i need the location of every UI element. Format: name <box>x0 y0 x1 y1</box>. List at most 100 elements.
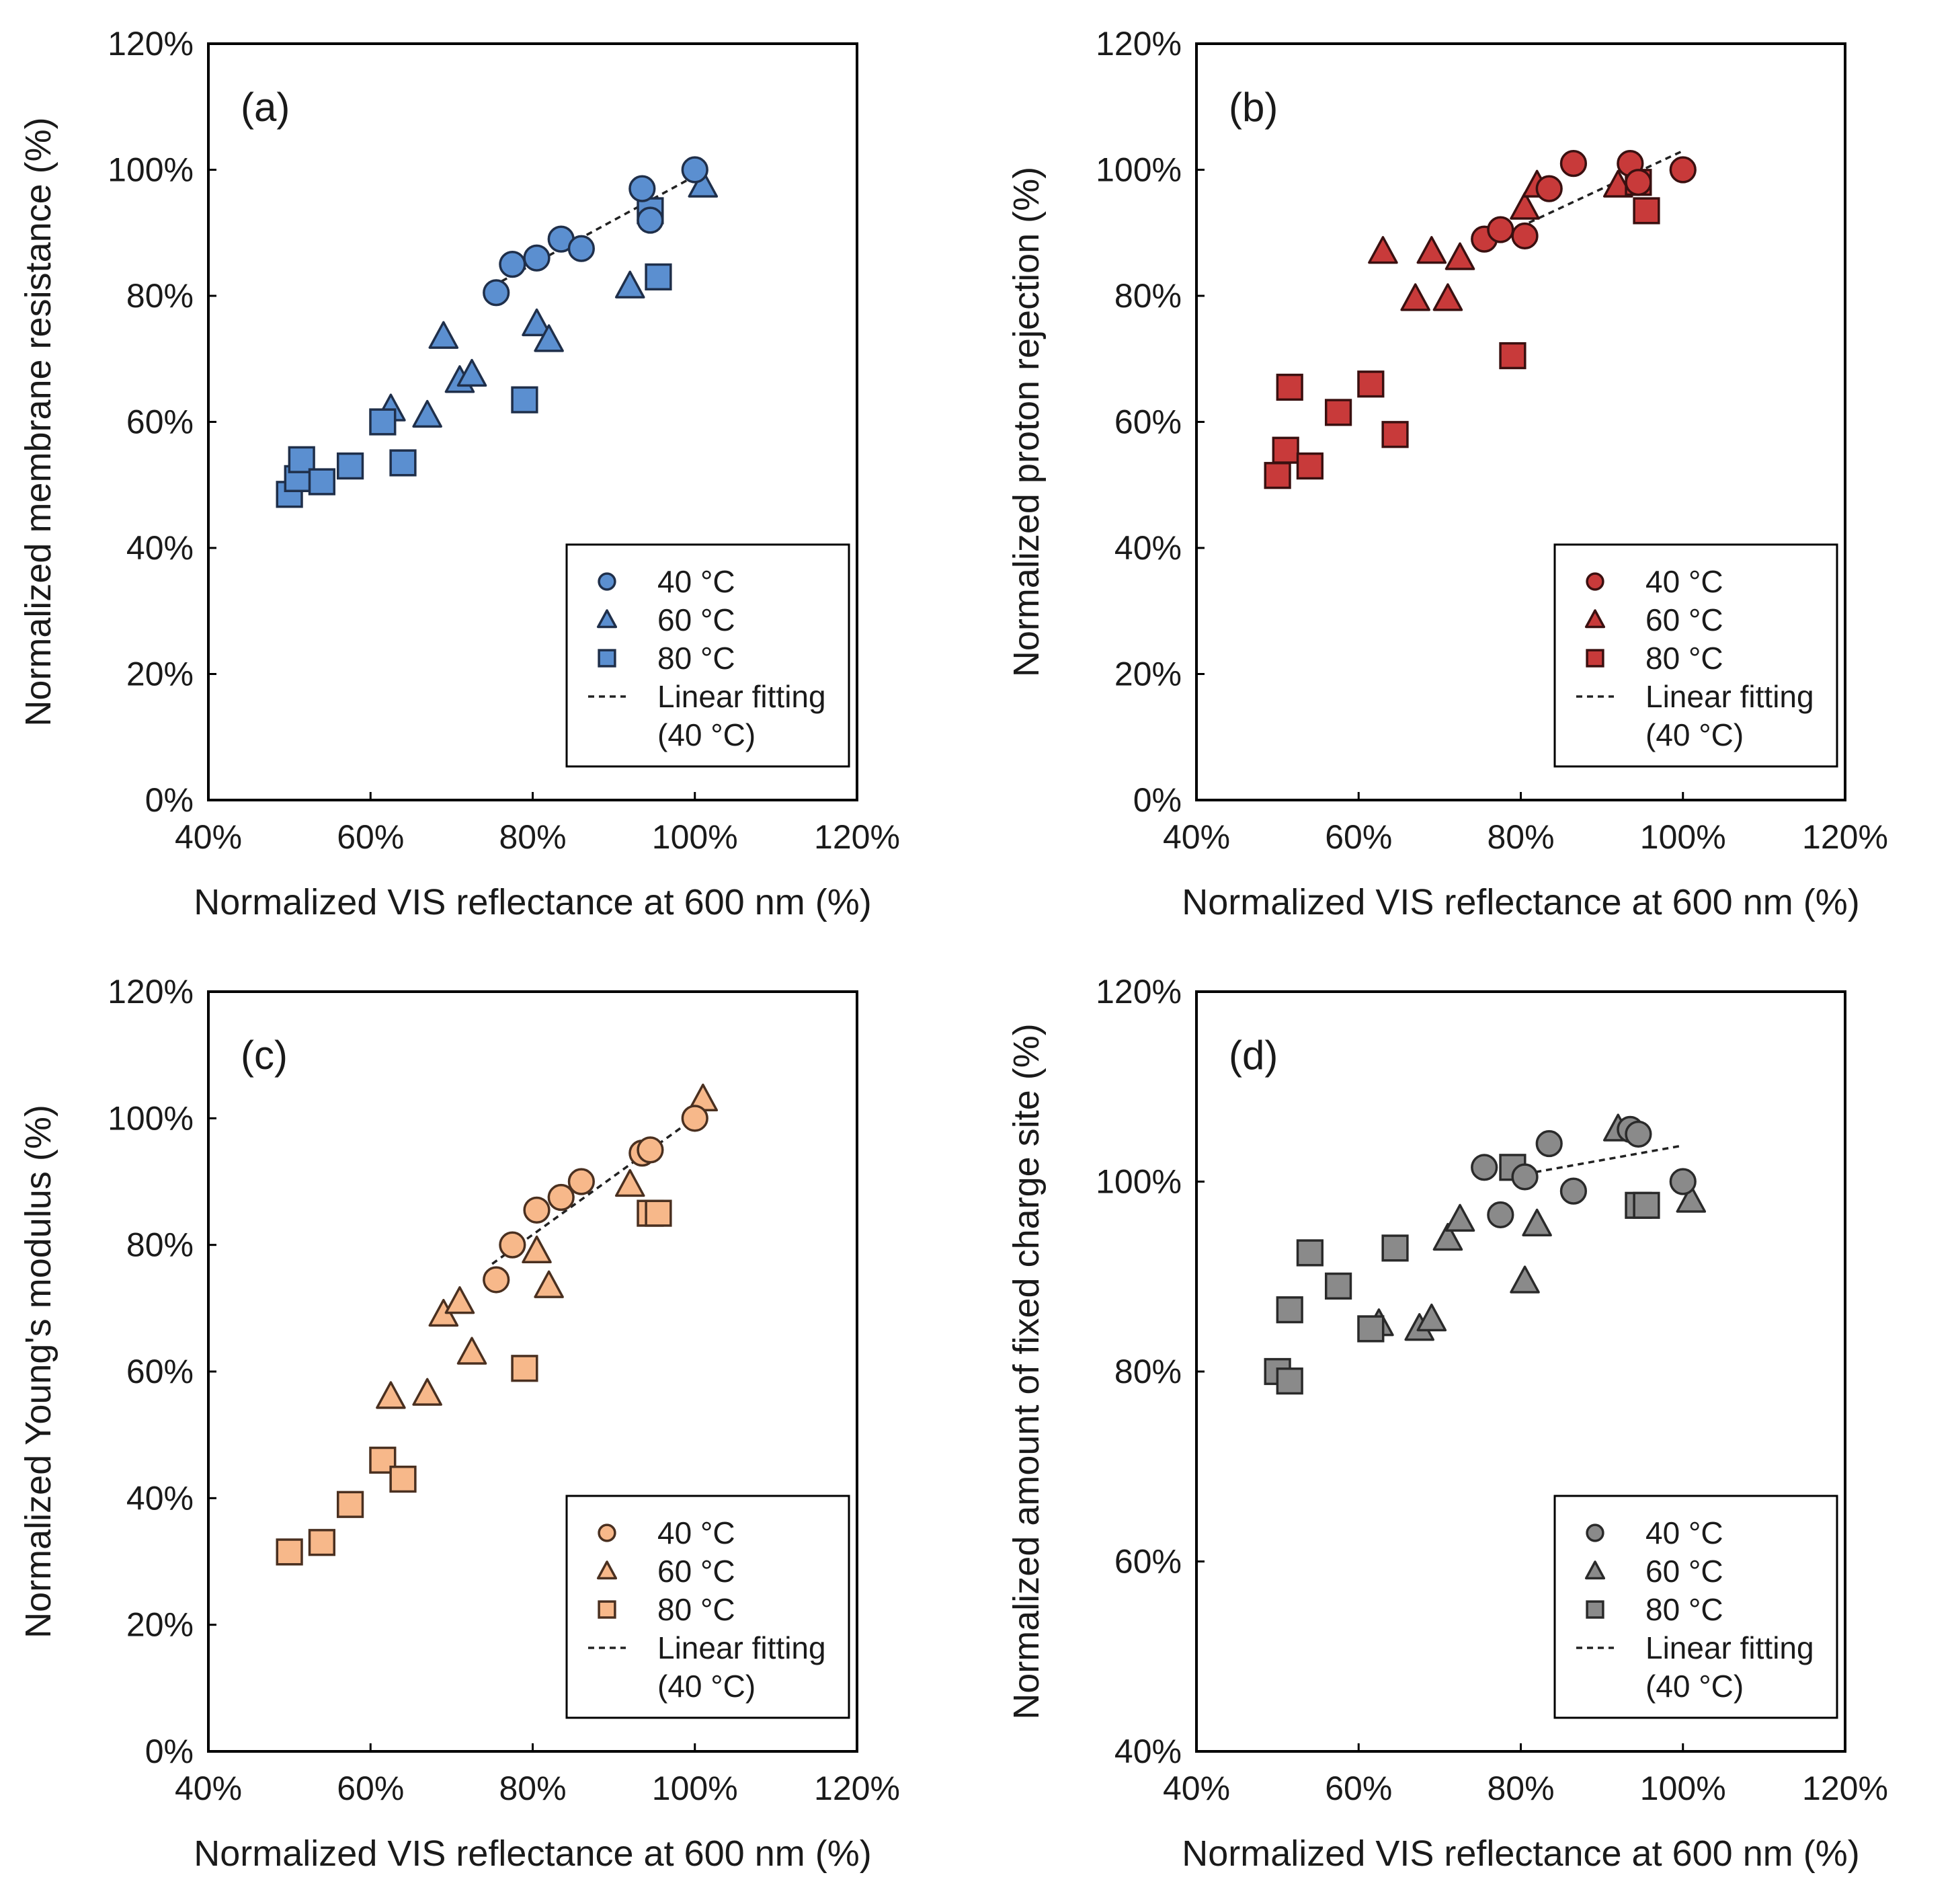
x-tick-label: 120% <box>814 1770 900 1807</box>
data-point-triangle <box>1432 1222 1463 1251</box>
data-point-square <box>308 1529 335 1556</box>
panel-label: (b) <box>1229 85 1278 130</box>
data-point-square <box>1357 370 1385 398</box>
data-point-circle <box>523 244 551 272</box>
legend-label: (40 °C) <box>1645 1669 1744 1704</box>
y-tick-label: 80% <box>126 1226 194 1264</box>
legend-label: 60 °C <box>1645 1554 1723 1589</box>
series-square <box>276 1199 672 1566</box>
data-point-triangle <box>1522 1208 1552 1237</box>
y-tick-label: 60% <box>1114 403 1182 441</box>
y-axis-title: Normalized Young's modulus (%) <box>18 1105 58 1638</box>
legend-label: Linear fitting <box>657 1630 826 1665</box>
data-point-circle <box>523 1196 551 1224</box>
series-triangle <box>376 1083 719 1409</box>
data-point-triangle <box>412 1378 442 1406</box>
data-point-square <box>336 1491 364 1518</box>
data-point-triangle <box>534 1270 564 1298</box>
legend-label: 40 °C <box>1645 564 1723 599</box>
legend-label: 80 °C <box>1645 1592 1723 1627</box>
x-tick-label: 60% <box>1325 1770 1392 1807</box>
legend-marker-square <box>1586 649 1604 668</box>
data-point-circle <box>1669 156 1697 184</box>
y-tick-label: 40% <box>126 529 194 567</box>
data-point-circle <box>483 279 510 307</box>
y-tick-label: 40% <box>126 1479 194 1517</box>
data-point-square <box>389 449 417 477</box>
data-point-square <box>369 408 397 436</box>
legend-label: 60 °C <box>657 602 735 637</box>
x-tick-label: 100% <box>1640 818 1726 856</box>
data-point-circle <box>1535 1129 1563 1158</box>
data-point-triangle <box>412 399 442 428</box>
data-point-circle <box>547 1183 575 1212</box>
legend-label: Linear fitting <box>1645 679 1814 714</box>
data-point-square <box>1324 1272 1352 1300</box>
panel-label: (c) <box>241 1033 288 1078</box>
data-point-square <box>1264 462 1291 489</box>
y-tick-label: 120% <box>108 973 194 1010</box>
data-point-circle <box>1559 1177 1588 1205</box>
y-tick-label: 20% <box>126 1606 194 1644</box>
series-triangle <box>376 169 719 428</box>
data-point-square <box>1633 197 1660 225</box>
series-circle <box>483 1105 708 1294</box>
x-axis-title: Normalized VIS reflectance at 600 nm (%) <box>194 882 871 922</box>
x-tick-label: 40% <box>1163 1770 1230 1807</box>
data-point-triangle <box>1510 1265 1540 1294</box>
x-tick-label: 100% <box>1640 1770 1726 1807</box>
data-point-triangle <box>1400 283 1430 311</box>
x-tick-label: 40% <box>175 818 242 856</box>
x-tick-label: 120% <box>1802 1770 1888 1807</box>
panel-label: (a) <box>241 85 290 130</box>
data-point-circle <box>1669 1168 1697 1195</box>
data-point-square <box>336 452 364 480</box>
y-tick-label: 0% <box>145 1733 194 1770</box>
data-point-triangle <box>534 324 564 352</box>
legend-marker-triangle <box>1584 1560 1606 1580</box>
legend-label: Linear fitting <box>1645 1630 1814 1665</box>
x-tick-label: 80% <box>1487 818 1554 856</box>
x-tick-label: 60% <box>337 1770 404 1807</box>
y-tick-label: 120% <box>108 25 194 63</box>
data-point-circle <box>1625 169 1652 196</box>
panel-d: 40% 60% 80% 100% 120% 40% 60% 80% 100% 120% Normal… <box>1006 973 1888 1874</box>
y-tick-label: 100% <box>108 1099 194 1137</box>
data-point-square <box>511 386 538 413</box>
data-point-triangle <box>456 358 487 387</box>
panel-b: 40% 60% 80% 100% 120% 0% 20% 40% 60% 80% 100% 120% N… <box>1006 25 1888 922</box>
data-point-circle <box>1487 216 1514 243</box>
legend-marker-square <box>598 1600 616 1619</box>
y-tick-label: 120% <box>1096 25 1182 63</box>
legend-label: 40 °C <box>1645 1515 1723 1550</box>
data-point-circle <box>1535 175 1563 202</box>
x-tick-label: 40% <box>1163 818 1230 856</box>
data-point-circle <box>567 235 595 262</box>
data-point-triangle <box>1510 192 1540 220</box>
x-tick-label: 80% <box>1487 1770 1554 1807</box>
data-point-circle <box>499 1231 526 1259</box>
data-point-triangle <box>1676 1185 1707 1213</box>
data-point-triangle <box>522 308 552 337</box>
data-point-circle <box>1511 222 1539 250</box>
y-tick-label: 0% <box>145 781 194 819</box>
data-point-circle <box>681 1105 708 1132</box>
y-tick-label: 0% <box>1133 781 1182 819</box>
y-tick-label: 60% <box>126 1353 194 1390</box>
legend-marker-triangle <box>1584 609 1606 629</box>
data-point-circle <box>1471 1154 1498 1181</box>
legend-label: Linear fitting <box>657 679 826 714</box>
data-point-square <box>1499 342 1526 370</box>
data-point-triangle <box>1416 1303 1447 1332</box>
x-tick-label: 40% <box>175 1770 242 1807</box>
y-tick-label: 100% <box>1096 1163 1182 1201</box>
data-point-square <box>1381 1234 1409 1262</box>
legend-marker-circle <box>598 572 616 591</box>
legend-label: 40 °C <box>657 564 735 599</box>
y-axis-title: Normalized membrane resistance (%) <box>18 117 58 726</box>
data-point-triangle <box>1416 236 1447 264</box>
data-point-circle <box>637 1136 664 1164</box>
series-square <box>276 197 672 508</box>
